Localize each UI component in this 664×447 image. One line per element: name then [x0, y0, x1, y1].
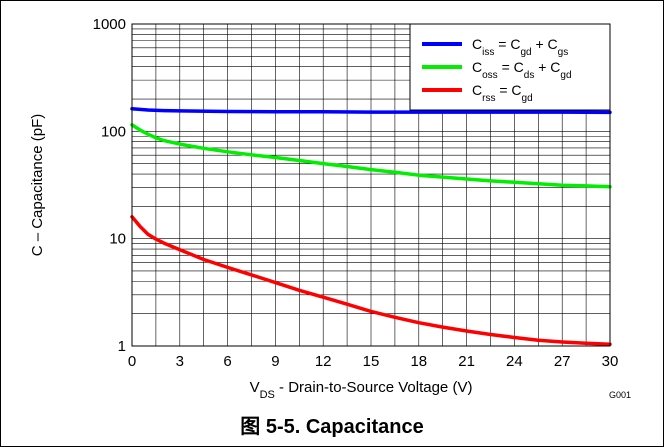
- series-line-crss: [130, 215, 612, 346]
- y-tick-label: 100: [101, 123, 126, 140]
- x-axis-title: VDS - Drain-to-Source Voltage (V): [250, 379, 473, 401]
- x-tick-label: 18: [410, 353, 427, 370]
- series-line-coss: [130, 123, 612, 189]
- x-tick-label: 27: [554, 353, 571, 370]
- y-tick-label: 1: [118, 338, 126, 355]
- x-tick-label: 9: [271, 353, 279, 370]
- y-tick-label: 10: [109, 231, 126, 248]
- figure-code: G001: [609, 390, 631, 400]
- x-tick-label: 3: [176, 353, 184, 370]
- x-tick-label: 0: [128, 353, 136, 370]
- tick-labels: 0 3 6 9 12 15 18 21 24 27 30 1 10 100 1000: [93, 16, 619, 370]
- axis-titles: VDS - Drain-to-Source Voltage (V) C – Cap…: [29, 114, 472, 401]
- y-axis-title: C – Capacitance (pF): [29, 114, 46, 257]
- x-tick-label: 21: [458, 353, 475, 370]
- y-tick-label: 1000: [93, 16, 126, 33]
- figure-caption: 图 5-5. Capacitance: [240, 416, 424, 438]
- legend-label-coss: Coss = Cds + Cgd: [472, 59, 572, 81]
- legend-label-crss: Crss = Cgd: [472, 82, 533, 104]
- x-tick-label: 24: [506, 353, 523, 370]
- x-tick-label: 30: [602, 353, 619, 370]
- series-line-ciss: [130, 107, 612, 115]
- x-tick-label: 15: [363, 353, 380, 370]
- x-tick-label: 6: [223, 353, 231, 370]
- series-layer: [130, 107, 612, 346]
- plot-area-border: [131, 23, 611, 347]
- x-tick-label: 12: [315, 353, 332, 370]
- legend-label-ciss: Ciss = Cgd + Cgs: [472, 36, 568, 58]
